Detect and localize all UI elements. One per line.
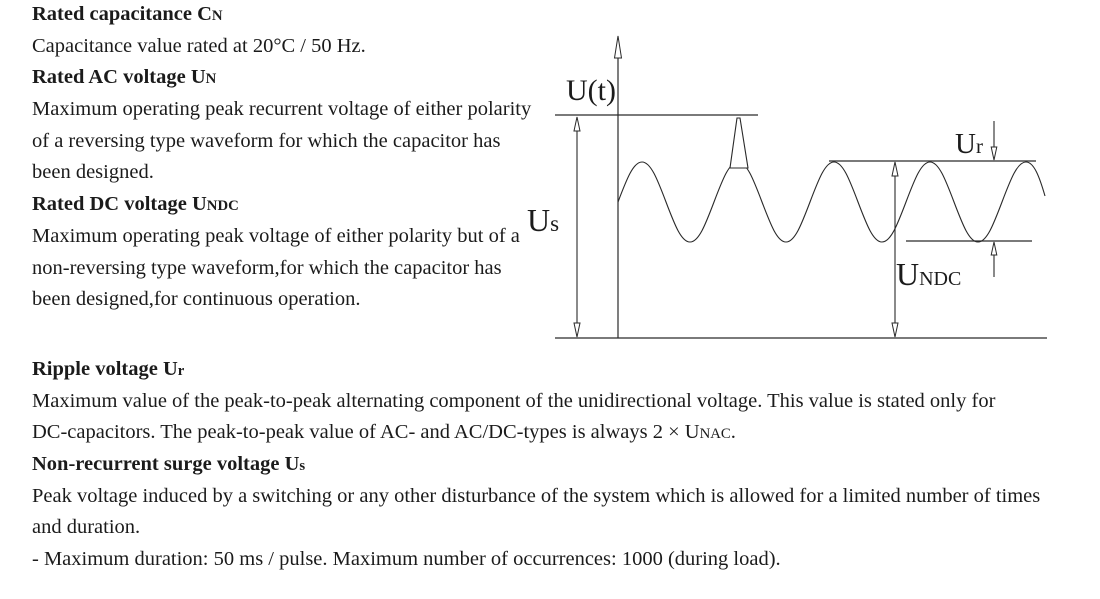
heading-text: Rated DC voltage U xyxy=(32,193,207,216)
subscript: s xyxy=(299,458,306,475)
undc-label: UNDC xyxy=(896,256,961,292)
heading-text: Rated AC voltage U xyxy=(32,66,206,89)
ur-label: Ur xyxy=(955,128,983,160)
body-line: Maximum operating peak recurrent voltage… xyxy=(32,98,532,121)
subscript: N xyxy=(211,8,223,24)
heading-text: Rated capacitance C xyxy=(32,3,212,25)
body-line: - Maximum duration: 50 ms / pulse. Maxim… xyxy=(32,548,781,571)
axis-arrow-icon xyxy=(613,35,623,59)
body-line: Maximum value of the peak-to-peak altern… xyxy=(32,389,996,412)
body-line: been designed,for continuous operation. xyxy=(32,288,361,311)
heading-text: Non-recurrent surge voltage U xyxy=(32,453,300,476)
arrow-down-icon xyxy=(990,146,998,161)
body-line: Capacitance value rated at 20°C / 50 Hz. xyxy=(32,34,366,57)
arrow-down-icon xyxy=(891,322,899,338)
body-line: Maximum operating peak voltage of either… xyxy=(32,224,520,247)
heading-ripple-voltage: Ripple voltage Ur xyxy=(32,354,1040,386)
body-text: . xyxy=(730,421,736,444)
body-line: of a reversing type waveform for which t… xyxy=(32,129,501,152)
subscript: N xyxy=(205,71,217,88)
heading-rated-capacitance: Rated capacitance CN xyxy=(32,0,531,31)
waveform-curve xyxy=(617,161,1046,243)
subscript: NDC xyxy=(206,198,239,215)
us-label: Us xyxy=(527,202,559,238)
body-line: Peak voltage induced by a switching or a… xyxy=(32,484,1041,507)
body-line: been designed. xyxy=(32,161,154,184)
heading-rated-dc-voltage: Rated DC voltage UNDC xyxy=(32,189,531,221)
definitions-bottom-block: Ripple voltage Ur Maximum value of the p… xyxy=(32,354,1040,576)
heading-surge-voltage: Non-recurrent surge voltage Us xyxy=(32,449,1040,481)
subscript: r xyxy=(177,363,185,379)
arrow-down-icon xyxy=(573,322,581,338)
surge-spike xyxy=(729,117,749,169)
body-line: and duration. xyxy=(32,516,141,539)
definitions-top-block: Rated capacitance CN Capacitance value r… xyxy=(32,0,531,316)
body-line: DC-capacitors. The peak-to-peak value of… xyxy=(32,417,1040,449)
heading-rated-ac-voltage: Rated AC voltage UN xyxy=(32,62,531,94)
arrow-up-icon xyxy=(891,161,899,177)
arrow-up-icon xyxy=(990,241,998,256)
arrow-up-icon xyxy=(573,116,581,132)
body-line: non-reversing type waveform,for which th… xyxy=(32,256,502,279)
axis-label: U(t) xyxy=(566,74,616,107)
body-text: DC-capacitors. The peak-to-peak value of… xyxy=(32,421,700,444)
subscript: NAC xyxy=(699,426,731,443)
heading-text: Ripple voltage U xyxy=(32,358,178,380)
